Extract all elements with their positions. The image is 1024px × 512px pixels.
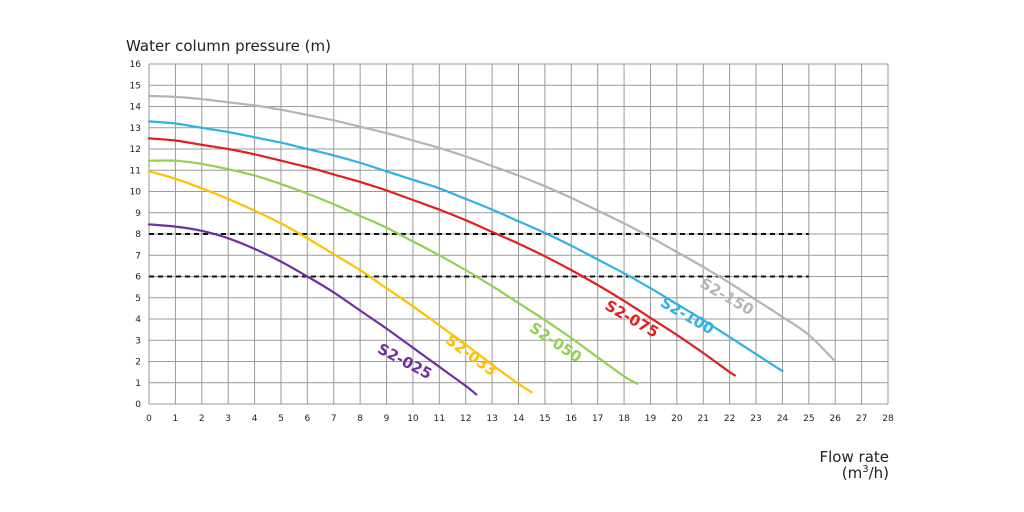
- x-axis-label: Flow rate: [820, 448, 889, 466]
- x-axis-unit-prefix: (m: [842, 464, 862, 482]
- x-tick-24: 24: [777, 414, 789, 424]
- x-axis-unit-sup: 3: [862, 464, 868, 475]
- series-label-s2-100: S2-100: [657, 293, 717, 338]
- x-tick-23: 23: [750, 414, 761, 424]
- x-axis-unit-suffix: /h): [869, 464, 889, 482]
- y-tick-14: 14: [130, 103, 142, 113]
- y-tick-15: 15: [130, 81, 141, 91]
- x-tick-22: 22: [724, 414, 735, 424]
- y-tick-2: 2: [135, 358, 141, 368]
- reference-lines: [149, 233, 809, 278]
- series-line-s2-075: [147, 137, 736, 377]
- x-tick-17: 17: [592, 414, 603, 424]
- x-tick-9: 9: [384, 414, 390, 424]
- y-tick-12: 12: [130, 145, 141, 155]
- x-tick-14: 14: [513, 414, 525, 424]
- x-tick-13: 13: [486, 414, 497, 424]
- y-tick-10: 10: [130, 188, 142, 198]
- series-line-s2-025: [147, 223, 478, 396]
- x-tick-20: 20: [671, 414, 683, 424]
- series-lines: [147, 94, 837, 396]
- x-tick-10: 10: [407, 414, 419, 424]
- x-tick-26: 26: [829, 414, 841, 424]
- x-tick-3: 3: [225, 414, 231, 424]
- y-tick-4: 4: [135, 315, 141, 325]
- y-tick-8: 8: [135, 230, 141, 240]
- x-tick-1: 1: [173, 414, 179, 424]
- x-tick-16: 16: [566, 414, 578, 424]
- x-tick-12: 12: [460, 414, 471, 424]
- x-tick-28: 28: [882, 414, 894, 424]
- x-tick-5: 5: [278, 414, 284, 424]
- y-tick-9: 9: [135, 209, 141, 219]
- y-tick-7: 7: [135, 251, 141, 261]
- x-tick-15: 15: [539, 414, 550, 424]
- x-tick-7: 7: [331, 414, 337, 424]
- y-tick-16: 16: [130, 60, 142, 70]
- x-tick-25: 25: [803, 414, 814, 424]
- y-tick-3: 3: [135, 336, 141, 346]
- series-line-s2-033: [147, 170, 533, 394]
- x-tick-18: 18: [618, 414, 630, 424]
- x-axis-unit: (m3/h): [842, 464, 889, 482]
- y-axis-label: Water column pressure (m): [126, 37, 331, 55]
- x-tick-8: 8: [357, 414, 363, 424]
- y-tick-5: 5: [135, 294, 141, 304]
- x-tick-labels: 0 1 2 3 4 5 6 7 8 9 10 11 12 13 14 15 16 17 18 19 20 21 22 23 24…: [146, 414, 894, 424]
- x-tick-0: 0: [146, 414, 152, 424]
- x-tick-19: 19: [645, 414, 657, 424]
- y-tick-0: 0: [135, 400, 141, 410]
- x-tick-4: 4: [252, 414, 258, 424]
- y-tick-1: 1: [135, 379, 141, 389]
- series-line-s2-100: [147, 120, 784, 373]
- y-tick-13: 13: [130, 124, 141, 134]
- x-tick-27: 27: [856, 414, 867, 424]
- x-tick-6: 6: [304, 414, 310, 424]
- y-tick-11: 11: [130, 166, 141, 176]
- x-tick-2: 2: [199, 414, 205, 424]
- y-tick-6: 6: [135, 273, 141, 283]
- x-tick-11: 11: [434, 414, 445, 424]
- series-line-s2-150: [147, 94, 837, 363]
- x-tick-21: 21: [698, 414, 709, 424]
- series-line-s2-050: [147, 159, 639, 385]
